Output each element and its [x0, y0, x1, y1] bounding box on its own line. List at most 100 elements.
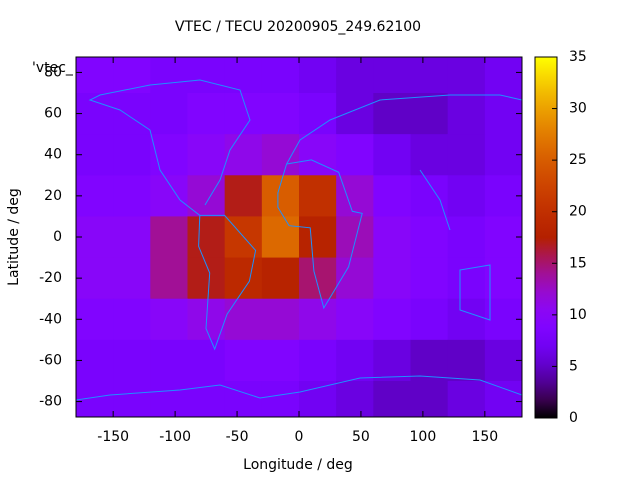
heat-cell: [113, 134, 151, 176]
heat-cell: [261, 57, 300, 94]
heat-cell: [484, 257, 522, 300]
heat-cell: [261, 339, 300, 382]
heat-cell: [150, 57, 188, 94]
heat-cell: [76, 175, 114, 217]
heat-cell: [76, 57, 114, 94]
heat-cell: [410, 175, 449, 217]
heat-cell: [150, 93, 188, 135]
heat-cell: [484, 57, 522, 94]
heat-cell: [373, 57, 411, 94]
heat-cell: [224, 298, 263, 341]
y-tick-label: 80: [44, 64, 62, 80]
colorbar-tick-label: 25: [569, 152, 587, 168]
heat-cell: [187, 216, 226, 259]
heat-cell: [299, 381, 337, 417]
heat-cell: [76, 216, 114, 259]
y-tick-label: -20: [39, 270, 62, 286]
colorbar-tick-label: 10: [569, 307, 587, 323]
x-axis-label: Longitude / deg: [243, 457, 353, 473]
colorbar-tick-label: 5: [569, 358, 578, 374]
heat-cell: [447, 93, 486, 135]
heat-cell: [76, 298, 114, 341]
heat-cell: [373, 339, 411, 382]
x-tick-label: 100: [410, 429, 437, 445]
heat-cell: [224, 381, 263, 417]
heat-cell: [150, 381, 188, 417]
heat-cell: [187, 381, 226, 417]
heat-cell: [410, 57, 449, 94]
heat-cell: [261, 134, 300, 176]
heat-cell: [224, 339, 263, 382]
heat-cell: [299, 134, 337, 176]
x-tick-label: 150: [471, 429, 498, 445]
heat-cell: [299, 216, 337, 259]
heat-cell: [373, 216, 411, 259]
colorbar-tick-label: 0: [569, 410, 578, 426]
heat-cell: [447, 57, 486, 94]
heat-cell: [187, 134, 226, 176]
heat-cell: [336, 57, 374, 94]
x-tick-label: -100: [159, 429, 191, 445]
heat-cell: [484, 93, 522, 135]
heat-cell: [76, 339, 114, 382]
heat-cell: [299, 57, 337, 94]
heat-cell: [150, 257, 188, 300]
heat-cell: [150, 339, 188, 382]
x-tick-label: -150: [97, 429, 129, 445]
y-tick-label: -40: [39, 311, 62, 327]
heat-cell: [447, 381, 486, 417]
heat-cell: [224, 257, 263, 300]
heat-cell: [447, 339, 486, 382]
heat-cell: [261, 175, 300, 217]
heat-cell: [150, 175, 188, 217]
chart-title: VTEC / TECU 20200905_249.62100: [175, 19, 421, 35]
x-tick-label: -50: [226, 429, 249, 445]
heat-cell: [113, 216, 151, 259]
heat-cell: [410, 134, 449, 176]
y-tick-label: -80: [39, 394, 62, 410]
heat-cell: [113, 175, 151, 217]
heat-cell: [410, 339, 449, 382]
y-axis-label: Latitude / deg: [6, 188, 22, 286]
heat-cell: [113, 381, 151, 417]
heat-cell: [484, 216, 522, 259]
heat-cell: [447, 175, 486, 217]
heat-cell: [113, 57, 151, 94]
heat-cell: [187, 93, 226, 135]
heat-cell: [336, 298, 374, 341]
x-tick-label: 0: [295, 429, 304, 445]
heat-cell: [150, 298, 188, 341]
heat-cell: [336, 381, 374, 417]
heat-cell: [299, 175, 337, 217]
colorbar-tick-label: 20: [569, 204, 587, 220]
heat-cell: [261, 298, 300, 341]
colorbar: [534, 56, 558, 419]
heat-cell: [113, 339, 151, 382]
heat-cell: [484, 134, 522, 176]
heat-cell: [373, 257, 411, 300]
heat-cell: [410, 381, 449, 417]
heat-cell: [484, 298, 522, 341]
heat-cell: [373, 381, 411, 417]
y-tick-label: 40: [44, 147, 62, 163]
heat-cell: [410, 93, 449, 135]
heat-cell: [261, 216, 300, 259]
heat-cell: [76, 257, 114, 300]
heat-cell: [447, 134, 486, 176]
heat-cell: [224, 134, 263, 176]
heat-cell: [299, 257, 337, 300]
coastlines: [76, 79, 522, 401]
heat-cell: [261, 93, 300, 135]
colorbar-tick-label: 30: [569, 101, 587, 117]
y-tick-label: 0: [53, 229, 62, 245]
heat-cell: [447, 257, 486, 300]
key-label: 'vtec_: [32, 60, 74, 76]
heat-cell: [150, 216, 188, 259]
heat-cell: [187, 339, 226, 382]
heat-cell: [410, 257, 449, 300]
colorbar-tick-label: 15: [569, 255, 587, 271]
y-tick-label: -60: [39, 352, 62, 368]
heat-cell: [373, 175, 411, 217]
heatmap: [76, 57, 522, 417]
heat-cell: [484, 381, 522, 417]
